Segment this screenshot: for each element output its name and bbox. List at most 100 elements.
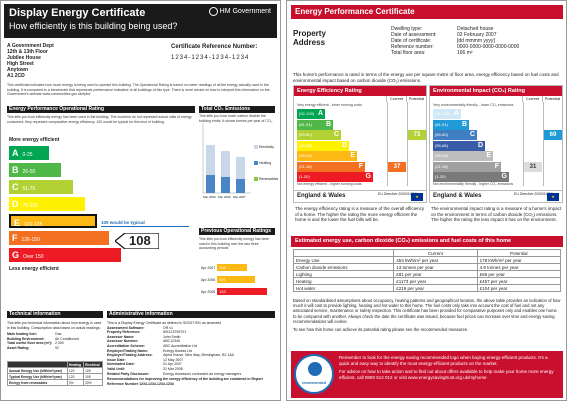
band-range: (21-38)	[435, 163, 448, 169]
admin-field: Related Party Disclosure: Energy Assessor…	[107, 371, 242, 376]
ee-top-note: Very energy efficient - lower running co…	[297, 103, 362, 107]
dec-subtitle: How efficiently is this building being u…	[9, 21, 178, 31]
energy-efficiency-panel: Energy Efficiency Rating Current Potenti…	[293, 85, 427, 203]
band-range: (39-54)	[299, 153, 312, 158]
ei-description: The environmental impact rating is a mea…	[431, 206, 562, 222]
dec-title: Display Energy Certificate	[9, 7, 146, 19]
band-letter: B	[325, 120, 331, 128]
band-letter: D	[341, 141, 347, 149]
band-letter: G	[12, 250, 20, 260]
op-rating-heading: Energy Performance Operational Rating	[7, 106, 195, 113]
band-range: (21-38)	[299, 163, 312, 169]
legend-electricity: Electricity	[259, 145, 274, 149]
band-letter: B	[461, 120, 467, 128]
admin-field: Assessment Software: OR v1	[107, 325, 173, 330]
dec-band-e: E 101-125	[9, 214, 97, 228]
prev-ratings-text: This tells you how efficiently energy ha…	[199, 237, 270, 250]
energy-saving-footer: recommended Remember to look for the ene…	[291, 351, 563, 398]
table-row: Heating £1173 per year £457 per year	[292, 277, 562, 285]
prev-rating-row: Apr 2005 153	[201, 287, 273, 296]
band-range: (39-54)	[435, 153, 448, 158]
band-range: (55-68)	[299, 142, 312, 148]
band-range: 0-25	[22, 152, 33, 158]
tech-field: Building Environment: Air Conditioned	[7, 336, 79, 341]
prev-rating-bar: 153	[217, 288, 267, 295]
x-tick: Mar 2006	[218, 195, 231, 199]
epc-band-c: (69-80) C	[433, 130, 477, 140]
ee-columns: Current Potential	[386, 96, 426, 102]
admin-field: Accreditation Scheme: ABC Accreditation L…	[107, 343, 198, 348]
table-row: Hot water £219 per year £104 per year	[292, 284, 562, 292]
dec-band-d: D 76-100	[9, 197, 85, 211]
ei-top-note: Very environmentally friendly - lower CO…	[433, 103, 514, 107]
epc-field: Reference number: 0000-0000-0000-0000-000…	[391, 44, 520, 50]
band-range: (69-80)	[435, 132, 448, 137]
admin-field: Assessor Name: John Smith	[107, 334, 181, 339]
epc-title: Energy Performance Certificate	[291, 5, 563, 19]
address-line: A1 2CD	[7, 73, 25, 79]
cost-explanation: Based on standardised assumptions about …	[293, 298, 561, 335]
tech-info: This tells you technical information abo…	[7, 321, 103, 350]
band-range: (92-100)	[299, 111, 315, 116]
environmental-impact-panel: Environmental Impact (CO₂) Rating Curren…	[429, 85, 563, 203]
band-range: (92-100)	[435, 111, 451, 116]
address-line: A Government Dept	[7, 43, 54, 49]
ref-value: 1234-1234-1234-1234	[171, 55, 250, 61]
ee-description: The energy efficiency rating is a measur…	[295, 206, 425, 222]
col-current: Current	[386, 96, 406, 102]
epc-fields: Dwelling type: Detached house Date of ass…	[391, 26, 563, 56]
admin-info: This is a Display Energy Certificate as …	[107, 321, 275, 386]
admin-field: Employer/Trading Address: Alpha House, Ne…	[107, 353, 235, 358]
ei-bottom-note: Not environmentally friendly - higher CO…	[433, 182, 514, 186]
epc-band-g: (1-20) G	[433, 172, 509, 182]
ei-footer: England & Wales EU Directive 2002/91/EC …	[430, 190, 562, 202]
ee-bottom-note: Not energy efficient - higher running co…	[297, 182, 362, 186]
energy-performance-certificate: Energy Performance Certificate Property …	[286, 0, 567, 401]
dec-address: A Government Dept 12th & 13th Floor Jubi…	[7, 43, 117, 79]
epc-band-c: (69-80) C	[297, 130, 341, 140]
address-line: High Street	[7, 61, 34, 67]
dec-intro: This certificate indicates how much ener…	[7, 83, 270, 96]
tech-field: Main heating fuel: Gas	[7, 332, 62, 336]
epc-intro: This home's performance is rated in term…	[293, 72, 559, 83]
admin-field: Property Reference: 891123799701	[107, 330, 187, 335]
band-range: (1-20)	[299, 174, 310, 179]
ei-region: England & Wales	[433, 193, 482, 199]
hm-government-logo: HM Government	[208, 7, 271, 16]
band-range: 51-75	[22, 186, 36, 192]
tech-text: This tells you technical information abo…	[7, 321, 102, 330]
band-letter: C	[469, 131, 475, 138]
prev-rating-period: Apr 2005	[201, 289, 216, 294]
co2-bar-2005-electricity	[206, 145, 215, 175]
co2-bar-2007-heating	[236, 179, 245, 193]
epc-band-f: (21-38) F	[433, 161, 501, 172]
ei-potential-value: 69	[544, 130, 562, 140]
badge-icon	[308, 362, 322, 376]
co2-bar-2006-heating	[221, 177, 230, 193]
band-letter: D	[477, 141, 483, 149]
dec-band-f: F 126-150	[9, 231, 109, 245]
admin-info-heading: Administrative information	[107, 311, 275, 318]
band-letter: F	[12, 233, 18, 243]
band-range: (55-68)	[435, 142, 448, 148]
co2-bar-2006-electricity	[221, 151, 230, 177]
ee-region: England & Wales	[297, 193, 346, 199]
address-line: 12th & 13th Floor	[7, 49, 48, 55]
band-letter: F	[358, 162, 363, 170]
ei-columns: Current Potential	[522, 96, 562, 102]
band-letter: D	[12, 199, 19, 209]
operational-rating-value: 108	[129, 233, 151, 248]
band-letter: E	[14, 218, 21, 228]
table-row: Energy from renewables 0% 20%	[7, 379, 103, 386]
eu-flag-icon: ★	[411, 193, 423, 201]
dec-band-a: A 0-25	[9, 146, 49, 160]
band-range: Over 150	[23, 254, 44, 260]
epc-band-e: (39-54) E	[297, 151, 357, 161]
address-line: Anytown	[7, 67, 29, 73]
epc-band-e: (39-54) E	[433, 151, 493, 161]
co2-text: This tells you how much carbon dioxide t…	[199, 114, 273, 123]
estimated-energy-heading: Estimated energy use, carbon dioxide (CO…	[291, 236, 563, 247]
band-letter: B	[12, 165, 19, 175]
co2-bar-2005-heating	[206, 175, 215, 193]
table-header-row: Heating Electrical	[7, 361, 103, 368]
